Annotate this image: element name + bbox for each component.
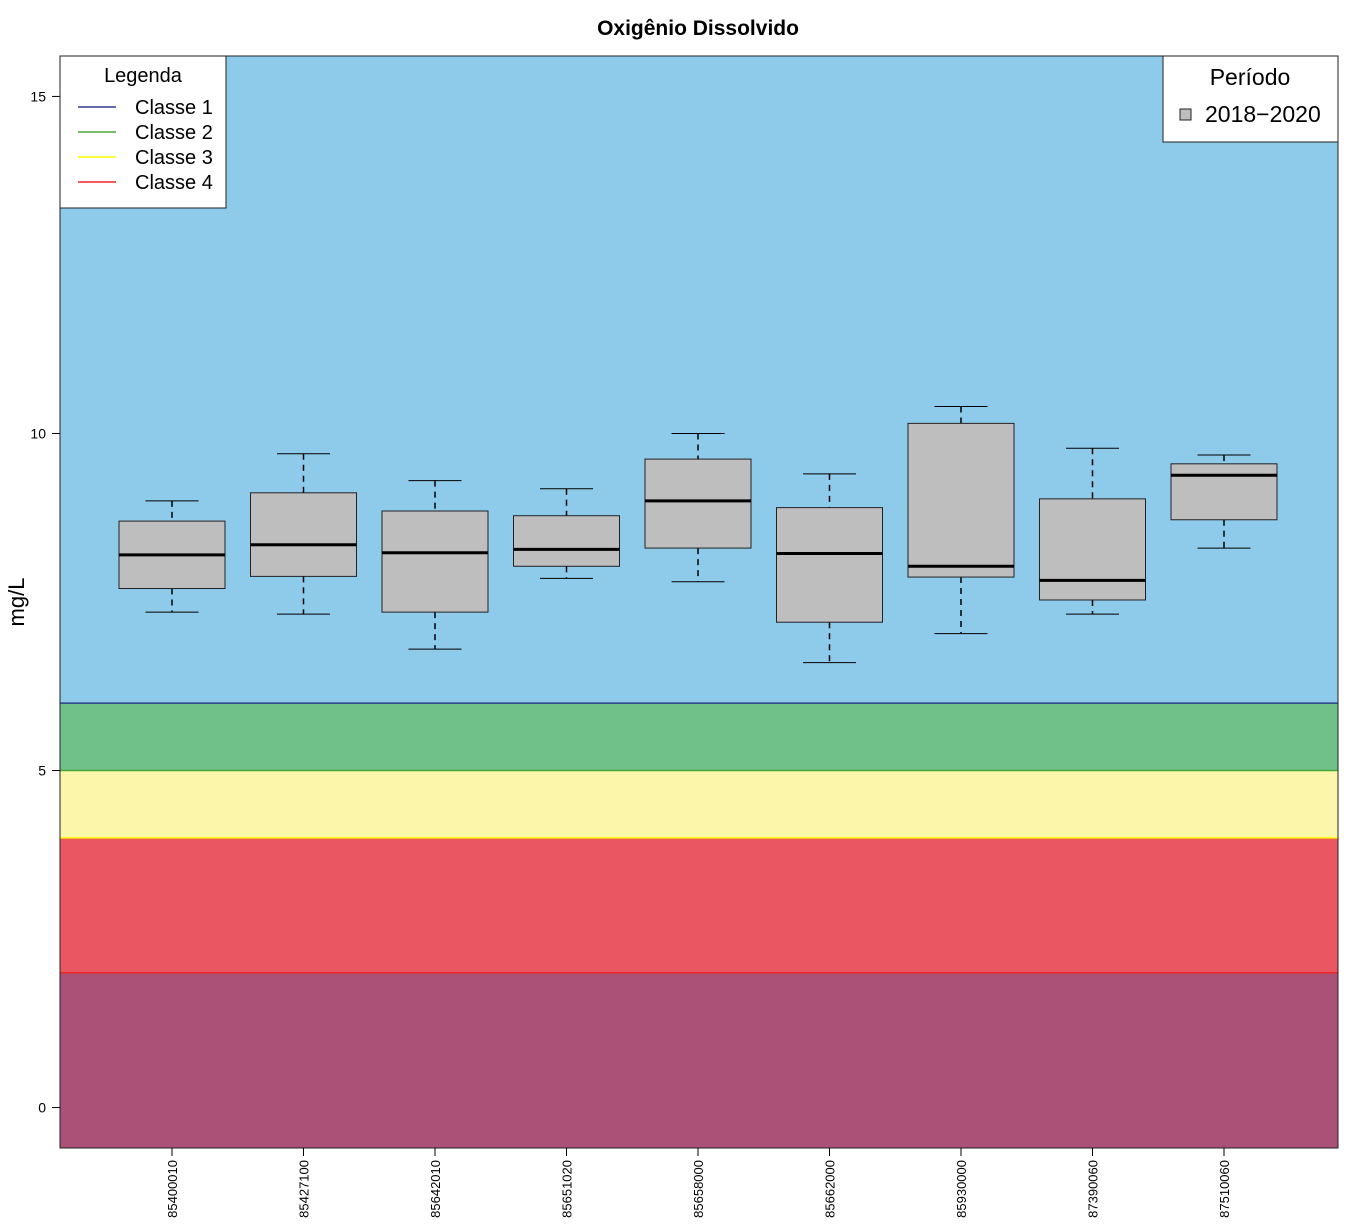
x-tick-label: 85427100 [297, 1160, 312, 1218]
box-series [118, 406, 1278, 664]
chart-title: Oxigênio Dissolvido [597, 17, 799, 40]
box-body [1170, 463, 1278, 521]
legend-class-label-3: Classe 3 [135, 147, 213, 169]
box-body [1039, 498, 1146, 601]
box-87390060 [1039, 447, 1146, 615]
legend-period-title: Período [1210, 64, 1291, 90]
class-bands [60, 56, 1338, 1148]
y-tick-label: 15 [30, 88, 46, 104]
box-body [513, 515, 620, 567]
box-85658000 [644, 432, 752, 583]
class-band-0 [60, 972, 1338, 1148]
box-87510060 [1170, 454, 1278, 549]
box-85642010 [381, 480, 489, 650]
x-axis: 85400010 85427100 85642010 85651020 85658000… [165, 1148, 1232, 1218]
threshold-lines [60, 702, 1338, 974]
plot-frame [59, 55, 1339, 1149]
class-band-4 [60, 56, 1338, 704]
y-axis-label: mg/L [4, 578, 29, 627]
legend-classes: Legenda Classe 1 Classe 2 Classe 3 Classe 4 [59, 55, 227, 209]
box-85427100 [250, 453, 357, 615]
box-85400010 [118, 500, 226, 613]
x-tick-label: 85930000 [954, 1160, 969, 1218]
class-band-1 [60, 837, 1338, 973]
x-tick-label: 85658000 [691, 1160, 706, 1218]
x-tick-label: 85642010 [428, 1160, 443, 1218]
x-tick-label: 87510060 [1217, 1160, 1232, 1218]
legend-class-label-2: Classe 2 [135, 122, 213, 144]
legend-period-swatch [1179, 108, 1192, 121]
legend-class-label-4: Classe 4 [135, 172, 213, 194]
box-body [776, 507, 883, 623]
class-band-3 [60, 703, 1338, 771]
x-tick-label: 85400010 [165, 1160, 180, 1218]
y-tick-label: 5 [38, 763, 46, 779]
box-body [250, 492, 357, 577]
x-tick-label: 85662000 [823, 1160, 838, 1218]
legend-period-box [1162, 55, 1339, 143]
legend-class-label-1: Classe 1 [135, 97, 213, 119]
box-85662000 [776, 473, 883, 664]
box-body [381, 510, 489, 613]
x-tick-label: 85651020 [560, 1160, 575, 1218]
box-body [907, 422, 1015, 578]
y-axis: 0 5 10 15 [30, 88, 60, 1116]
class-band-2 [60, 770, 1338, 838]
legend-classes-title: Legenda [104, 65, 183, 87]
box-85651020 [513, 488, 620, 579]
y-tick-label: 0 [38, 1100, 46, 1116]
box-body [644, 458, 752, 549]
legend-period: Período 2018−2020 [1162, 55, 1339, 143]
y-tick-label: 10 [30, 425, 46, 441]
box-85930000 [907, 406, 1015, 635]
legend-period-label: 2018−2020 [1205, 101, 1321, 127]
x-tick-label: 87390060 [1086, 1160, 1101, 1218]
